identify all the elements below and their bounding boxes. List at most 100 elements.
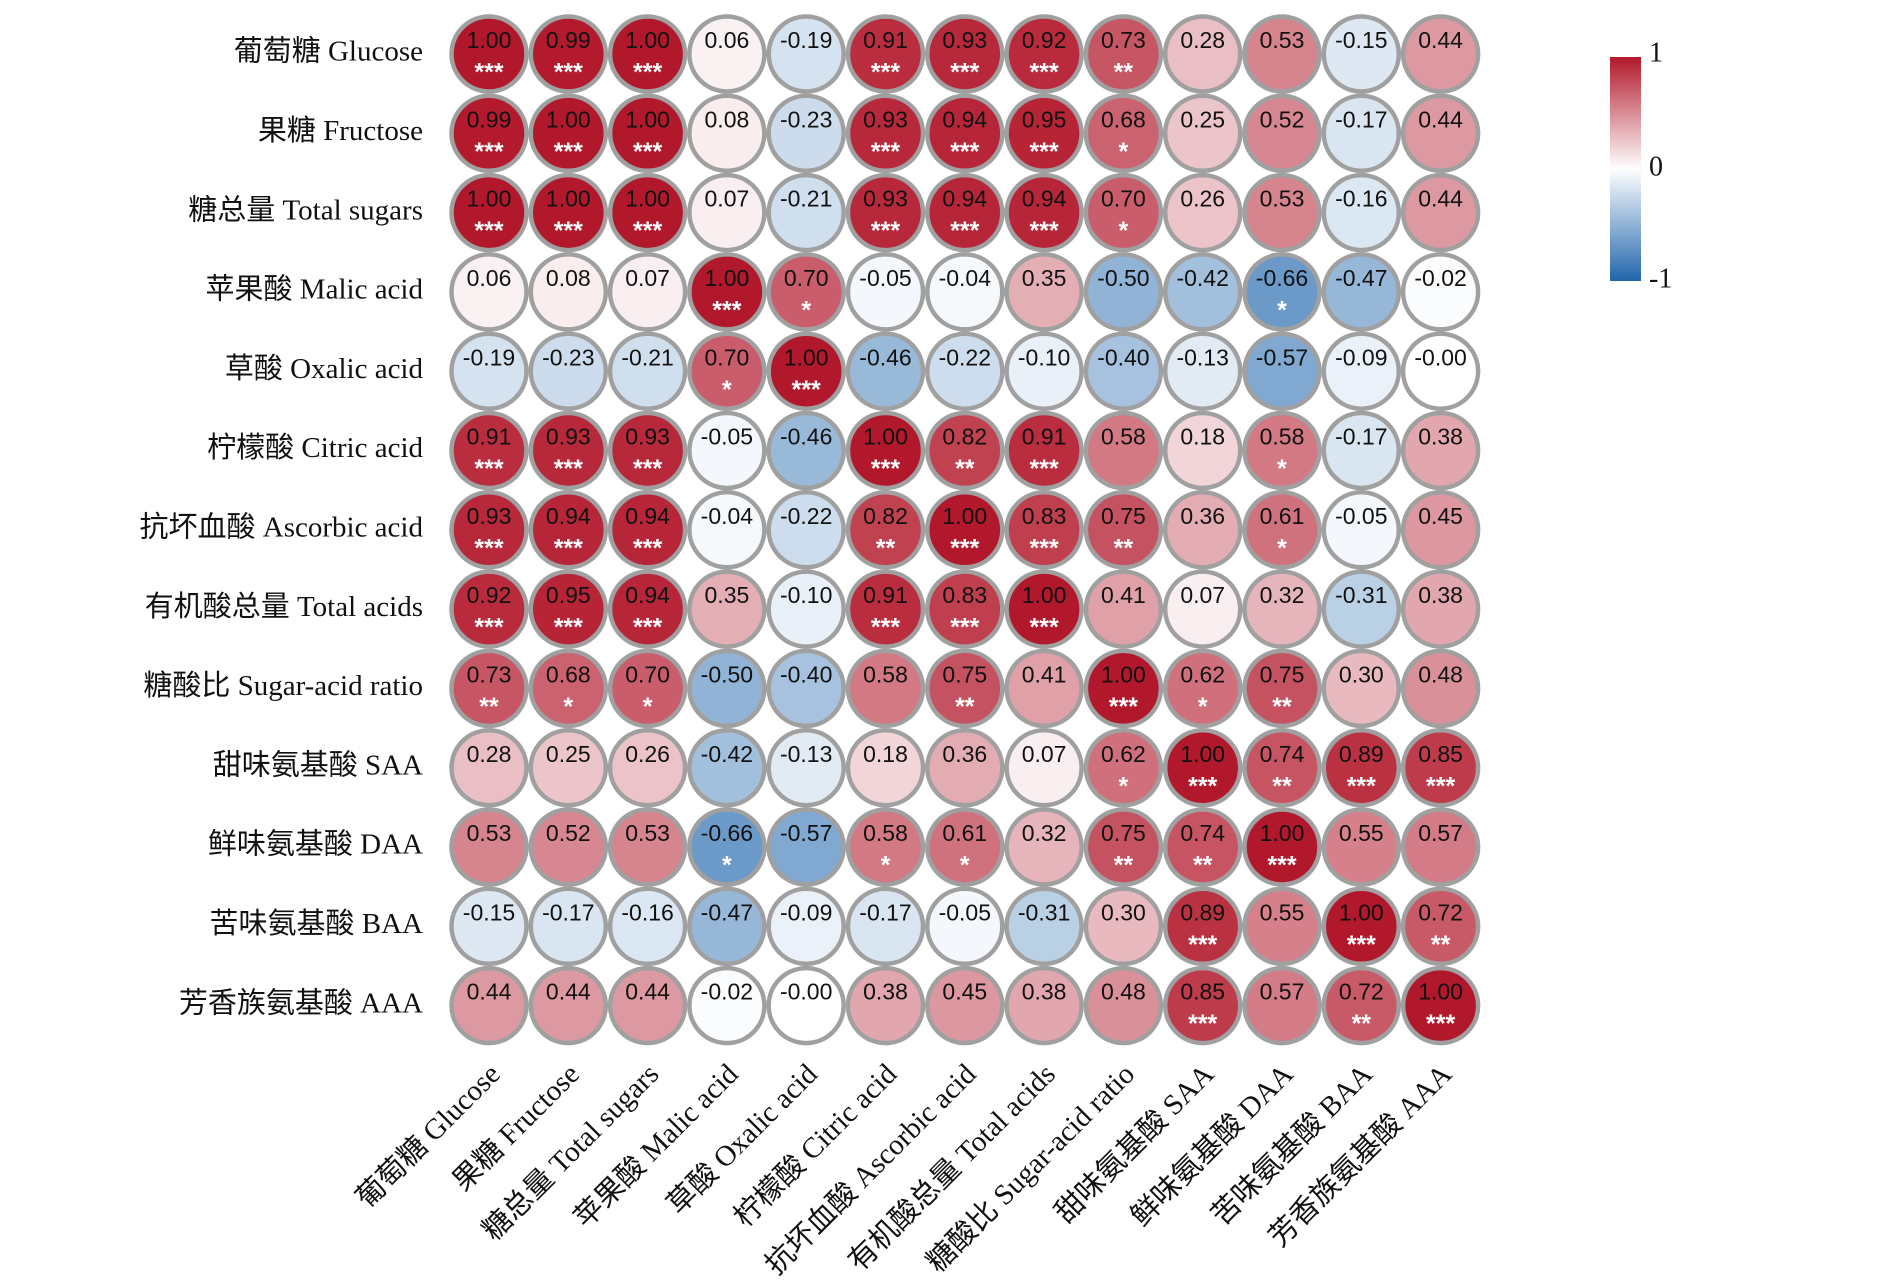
cell-circle — [528, 172, 609, 253]
cell-value-label: 0.92 — [1022, 27, 1067, 53]
cell-r9-c3: -0.42 — [687, 727, 767, 808]
cell-significance-label: *** — [1426, 772, 1455, 800]
cell-r5-c6: 0.82 ** — [925, 410, 1005, 491]
cell-value-label: 0.94 — [625, 582, 670, 608]
cell-circle — [1004, 886, 1084, 967]
cell-value-label: 0.91 — [863, 582, 908, 608]
cell-circle — [1321, 886, 1402, 967]
cell-r10-c6: 0.61 * — [925, 807, 1005, 887]
cell-r1-c8: 0.68 * — [1083, 93, 1164, 174]
cell-r10-c5: 0.58 * — [845, 807, 926, 887]
cell-circle — [1242, 93, 1322, 174]
cell-circle — [1321, 648, 1402, 729]
cell-r0-c1: 0.99 *** — [528, 14, 609, 94]
cell-value-label: -0.17 — [1335, 106, 1387, 132]
cell-significance-label: ** — [955, 455, 975, 483]
cell-circle — [1242, 252, 1322, 332]
cell-significance-label: ** — [1272, 693, 1292, 721]
cell-r7-c1: 0.95 *** — [528, 569, 609, 649]
cell-value-label: -0.02 — [1414, 265, 1466, 291]
cell-value-label: 0.58 — [863, 661, 908, 687]
cell-value-label: 0.74 — [1260, 741, 1305, 767]
cell-circle — [1162, 648, 1243, 729]
cell-circle — [687, 14, 767, 94]
cell-r8-c6: 0.75 ** — [925, 648, 1005, 729]
cell-value-label: -0.57 — [780, 820, 832, 846]
cell-circle — [1083, 331, 1164, 411]
cell-r0-c2: 1.00 *** — [607, 14, 688, 94]
cell-r11-c3: -0.47 — [687, 886, 767, 967]
cell-value-label: 1.00 — [784, 344, 829, 370]
cell-r9-c7: 0.07 — [1004, 727, 1084, 808]
cell-r7-c0: 0.92 *** — [449, 569, 529, 649]
cell-significance-label: *** — [474, 59, 503, 87]
cell-significance-label: *** — [554, 217, 583, 245]
cell-value-label: 0.89 — [1180, 899, 1225, 925]
cell-value-label: -0.47 — [1335, 265, 1387, 291]
cell-circle — [1083, 569, 1164, 649]
cell-r4-c9: -0.13 — [1162, 331, 1243, 411]
cell-r5-c5: 1.00 *** — [845, 410, 926, 491]
cell-r6-c5: 0.82 ** — [845, 490, 926, 570]
cell-circle — [1162, 965, 1243, 1046]
cell-circle — [766, 490, 846, 570]
cell-r4-c2: -0.21 — [607, 331, 688, 411]
cell-r2-c3: 0.07 — [687, 172, 767, 253]
cell-circle — [1162, 727, 1243, 808]
cell-circle — [687, 410, 767, 491]
cell-significance-label: *** — [474, 534, 503, 562]
cell-r3-c3: 1.00 *** — [687, 252, 767, 332]
cell-circle — [1162, 807, 1243, 887]
cell-r2-c9: 0.26 — [1162, 172, 1243, 253]
cell-circle — [1321, 965, 1402, 1046]
cell-r3-c10: -0.66 * — [1242, 252, 1322, 332]
cell-circle — [449, 172, 529, 253]
cell-value-label: 1.00 — [1418, 979, 1463, 1005]
cell-value-label: 0.70 — [705, 344, 750, 370]
cell-circle — [845, 331, 926, 411]
cell-r1-c7: 0.95 *** — [1004, 93, 1084, 174]
cell-value-label: 0.75 — [1260, 661, 1305, 687]
cell-circle — [528, 965, 609, 1046]
cell-circle — [1400, 331, 1481, 411]
cell-r10-c7: 0.32 — [1004, 807, 1084, 887]
cell-circle — [845, 410, 926, 491]
cell-r5-c3: -0.05 — [687, 410, 767, 491]
cell-value-label: 0.45 — [1418, 503, 1463, 529]
cell-circle — [1400, 807, 1481, 887]
cell-r11-c10: 0.55 — [1242, 886, 1322, 967]
cell-circle — [766, 965, 846, 1046]
cell-r6-c0: 0.93 *** — [449, 490, 529, 570]
cell-r7-c10: 0.32 — [1242, 569, 1322, 649]
cell-r10-c3: -0.66 * — [687, 807, 767, 887]
cell-value-label: 0.70 — [784, 265, 829, 291]
cell-circle — [766, 886, 846, 967]
cell-circle — [1162, 569, 1243, 649]
cell-r11-c1: -0.17 — [528, 886, 609, 967]
cell-circle — [925, 727, 1005, 808]
cell-r0-c0: 1.00 *** — [449, 14, 529, 94]
cell-value-label: 0.73 — [467, 661, 512, 687]
cell-value-label: -0.17 — [542, 899, 594, 925]
cell-value-label: 1.00 — [863, 424, 908, 450]
cell-significance-label: * — [722, 376, 732, 404]
cell-circle — [925, 807, 1005, 887]
cell-significance-label: *** — [554, 614, 583, 642]
cell-circle — [607, 807, 688, 887]
cell-r10-c4: -0.57 — [766, 807, 846, 887]
cell-r4-c10: -0.57 — [1242, 331, 1322, 411]
cell-circle — [845, 807, 926, 887]
cell-circle — [766, 252, 846, 332]
cell-r12-c0: 0.44 — [449, 965, 529, 1046]
cell-value-label: -0.17 — [1335, 424, 1387, 450]
cell-circle — [528, 727, 609, 808]
cell-circle — [449, 93, 529, 174]
cell-r4-c6: -0.22 — [925, 331, 1005, 411]
cell-value-label: 0.91 — [863, 27, 908, 53]
cell-r8-c10: 0.75 ** — [1242, 648, 1322, 729]
cell-value-label: -0.42 — [701, 741, 753, 767]
cell-value-label: 0.53 — [467, 820, 512, 846]
cell-circle — [1242, 648, 1322, 729]
cell-r10-c2: 0.53 — [607, 807, 688, 887]
cell-value-label: 0.57 — [1418, 820, 1463, 846]
